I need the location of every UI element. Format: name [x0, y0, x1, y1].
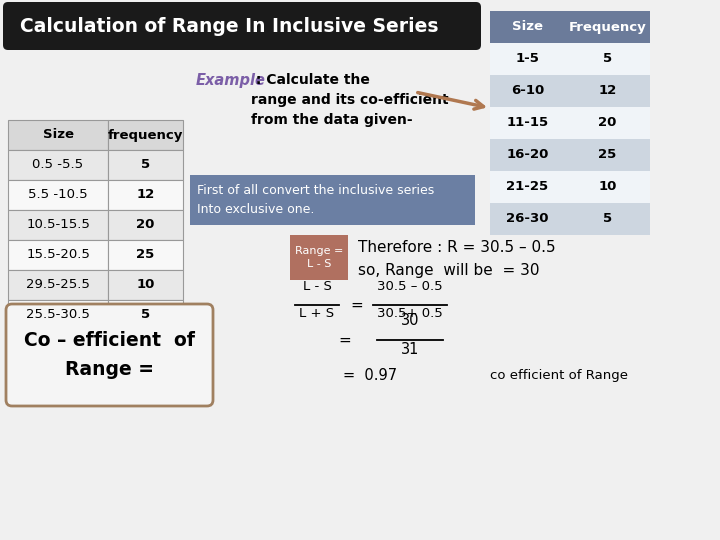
Bar	[490, 171, 650, 203]
Text: 6-10: 6-10	[511, 84, 544, 98]
Text: 30.5+ 0.5: 30.5+ 0.5	[377, 307, 443, 320]
Bar	[8, 270, 108, 300]
Bar	[490, 107, 650, 139]
Bar	[490, 203, 650, 235]
Bar	[8, 300, 108, 330]
Text: 11-15: 11-15	[506, 117, 549, 130]
Text: frequency: frequency	[108, 129, 183, 141]
Text: First of all convert the inclusive series
Into exclusive one.: First of all convert the inclusive serie…	[197, 184, 434, 216]
Text: 25.5-30.5: 25.5-30.5	[26, 308, 90, 321]
Bar	[490, 139, 650, 171]
Text: 30.5 – 0.5: 30.5 – 0.5	[377, 280, 443, 293]
Text: 30: 30	[401, 313, 419, 328]
Text: 0.5 -5.5: 0.5 -5.5	[32, 159, 84, 172]
Bar	[8, 150, 108, 180]
Bar	[108, 180, 183, 210]
Bar	[108, 210, 183, 240]
Bar	[8, 180, 108, 210]
Text: Size: Size	[512, 21, 543, 33]
Bar	[8, 210, 108, 240]
Text: 10: 10	[136, 279, 155, 292]
Text: 1-5: 1-5	[516, 52, 539, 65]
Text: : Calculate the
range and its co-efficient
from the data given-: : Calculate the range and its co-efficie…	[251, 73, 449, 127]
Text: 20: 20	[136, 219, 155, 232]
Text: 5: 5	[603, 52, 612, 65]
Text: 26-30: 26-30	[506, 213, 549, 226]
Text: 5: 5	[141, 159, 150, 172]
Text: L + S: L + S	[300, 307, 335, 320]
Text: Range =
L - S: Range = L - S	[294, 246, 343, 269]
FancyBboxPatch shape	[3, 2, 481, 50]
Text: =  0.97: = 0.97	[343, 368, 397, 382]
Text: 12: 12	[598, 84, 616, 98]
Text: =: =	[338, 333, 351, 348]
Bar	[8, 240, 108, 270]
Text: 29.5-25.5: 29.5-25.5	[26, 279, 90, 292]
Bar	[108, 240, 183, 270]
Text: 20: 20	[598, 117, 617, 130]
Bar	[490, 11, 650, 43]
Text: 10.5-15.5: 10.5-15.5	[26, 219, 90, 232]
Bar	[8, 120, 108, 150]
Text: Calculation of Range In Inclusive Series: Calculation of Range In Inclusive Series	[20, 17, 438, 36]
Text: 21-25: 21-25	[506, 180, 549, 193]
Bar	[490, 43, 650, 75]
Text: Frequency: Frequency	[569, 21, 647, 33]
Bar	[190, 175, 475, 225]
Text: 5.5 -10.5: 5.5 -10.5	[28, 188, 88, 201]
Bar	[108, 300, 183, 330]
Text: co efficient of Range: co efficient of Range	[490, 368, 628, 381]
Text: 25: 25	[598, 148, 616, 161]
Text: 15.5-20.5: 15.5-20.5	[26, 248, 90, 261]
Text: 16-20: 16-20	[506, 148, 549, 161]
Text: 25: 25	[136, 248, 155, 261]
Text: 5: 5	[603, 213, 612, 226]
Text: L - S: L - S	[302, 280, 331, 293]
Text: 5: 5	[141, 308, 150, 321]
Bar	[108, 270, 183, 300]
Bar	[490, 75, 650, 107]
Text: =: =	[351, 298, 364, 313]
Text: Example: Example	[196, 73, 266, 88]
Text: 31: 31	[401, 342, 419, 357]
Text: Size: Size	[42, 129, 73, 141]
Text: Therefore : R = 30.5 – 0.5
so, Range  will be  = 30: Therefore : R = 30.5 – 0.5 so, Range wil…	[358, 240, 556, 279]
Text: Co – efficient  of
Range =: Co – efficient of Range =	[24, 330, 195, 379]
Bar	[108, 120, 183, 150]
Text: 10: 10	[598, 180, 617, 193]
FancyBboxPatch shape	[6, 304, 213, 406]
Text: 12: 12	[136, 188, 155, 201]
Bar	[108, 150, 183, 180]
Bar	[290, 235, 348, 280]
FancyArrowPatch shape	[418, 92, 484, 109]
